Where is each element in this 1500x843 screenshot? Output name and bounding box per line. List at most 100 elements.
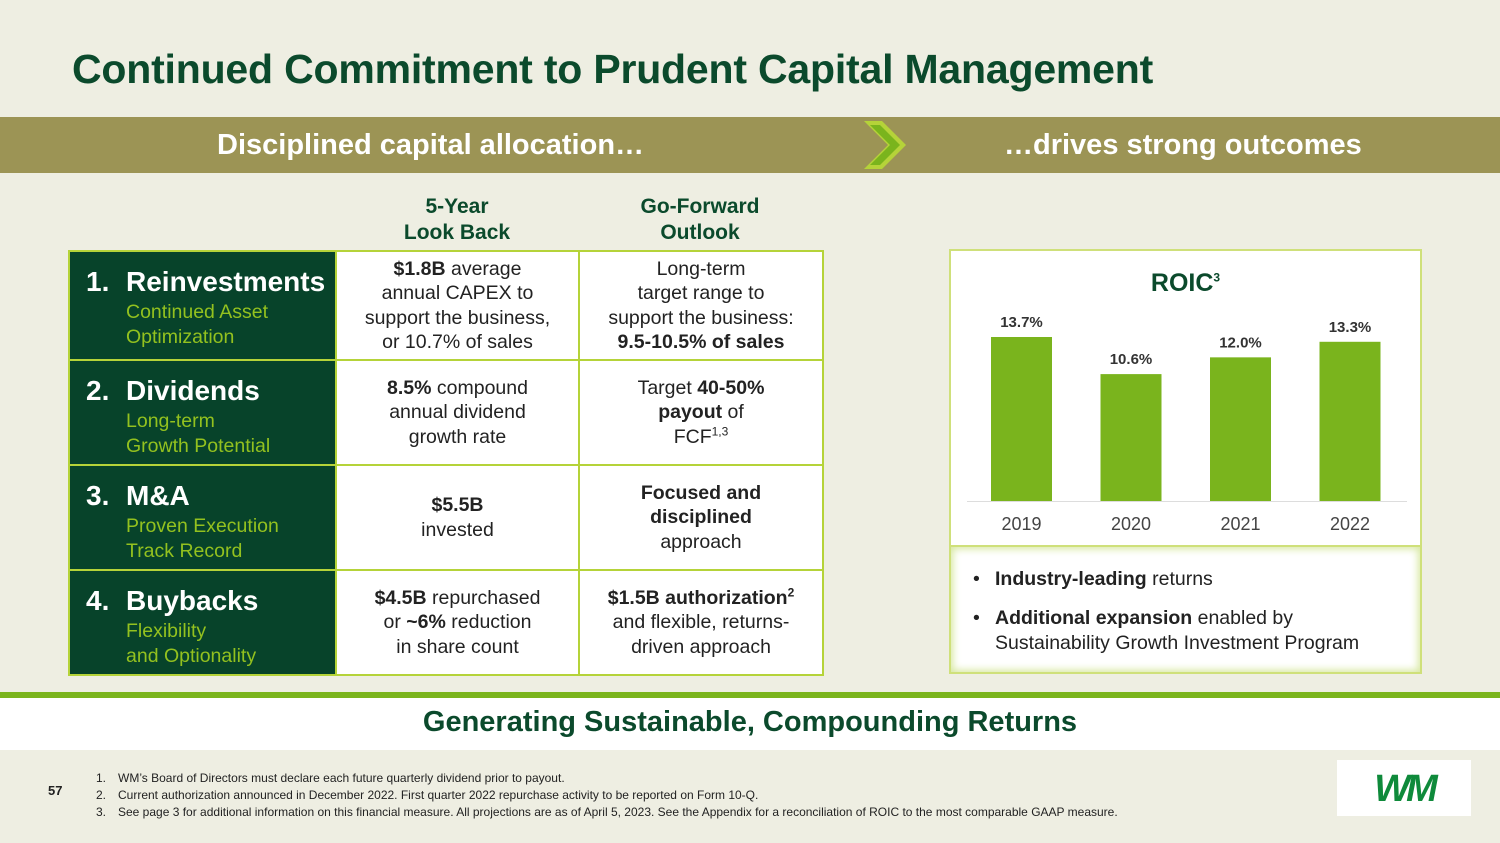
row-header: 4. Buybacks Flexibility and Optionality (68, 569, 337, 676)
rich-text-run: $1.8B (393, 257, 446, 280)
bar-2022 (1319, 341, 1381, 501)
rich-text-run: repurchased or (383, 586, 541, 634)
rich-text-run: Long-term target range to support the bu… (608, 257, 794, 329)
cell-text: $1.8B average annual CAPEX to support th… (345, 257, 570, 355)
cell-lookback: $4.5B repurchased or ~6% reduction in sh… (335, 569, 580, 676)
footnote-number: 3. (96, 805, 107, 819)
cell-text: Long-term target range to support the bu… (588, 257, 814, 355)
data-label: 12.0% (1219, 334, 1262, 351)
rich-text-run: average annual CAPEX to support the busi… (364, 257, 551, 354)
rich-text-run: 2 (787, 585, 795, 600)
row-title: M&A (126, 480, 190, 511)
row-title: Buybacks (126, 585, 259, 616)
bar-2020 (1100, 374, 1162, 501)
cell-text: Focused and disciplined approach (588, 481, 814, 555)
rich-text-run: approach (660, 530, 742, 553)
rich-text-run: $5.5B (431, 494, 484, 516)
row-header: 3. M&A Proven Execution Track Record (68, 464, 337, 571)
footnote-text: Current authorization announced in Decem… (118, 788, 759, 802)
footnote-text: See page 3 for additional information on… (118, 805, 1118, 819)
table-row: 3. M&A Proven Execution Track Record $5.5B … (68, 464, 824, 571)
bullet-dot: • (973, 607, 980, 629)
footnote: 1. WM’s Board of Directors must declare e… (96, 770, 1118, 787)
footnotes: 1. WM’s Board of Directors must declare e… (96, 770, 1118, 821)
band-right-label: …drives strong outcomes (1004, 129, 1362, 161)
row-title: Dividends (126, 375, 260, 406)
table-row: 1. Reinvestments Continued Asset Optimizat… (68, 250, 824, 361)
page-title: Continued Commitment to Prudent Capital … (72, 46, 1154, 92)
row-number: 1. (86, 266, 110, 297)
footnote-number: 2. (96, 788, 107, 802)
data-label: 13.7% (1000, 314, 1043, 331)
rich-text-run: compound annual dividend growth rate (389, 376, 528, 448)
row-header: 1. Reinvestments Continued Asset Optimizat… (68, 250, 337, 361)
roic-chart-panel: ROIC3 13.7% 2019 10.6% 2020 12.0% 2021 13.3% 20… (949, 249, 1422, 674)
cell-text: $1.5B authorization2 and flexible, retur… (588, 586, 814, 660)
x-tick-label: 2021 (1220, 514, 1260, 534)
rich-text-run: and flexible, returns- driven approach (612, 611, 790, 658)
bullet-dot: • (973, 568, 980, 590)
rich-text-run: invested (421, 518, 494, 541)
footer-band (0, 698, 1500, 750)
bullet-item: • Additional expansion enabled by Sustain… (973, 606, 1359, 655)
column-header-lookback: 5-Year Look Back (403, 195, 511, 244)
data-label: 10.6% (1110, 351, 1153, 368)
x-tick-label: 2019 (1001, 514, 1041, 534)
cell-lookback: 8.5% compound annual dividend growth rat… (335, 359, 580, 466)
footnote-text: WM’s Board of Directors must declare eac… (118, 771, 565, 785)
rich-text-run: enabled by Sustainability Growth Investm… (995, 607, 1360, 654)
rich-text-run: returns (1146, 568, 1213, 590)
chevron-right-icon (864, 121, 906, 169)
rich-text-run: of FCF (673, 401, 744, 448)
chart-title: ROIC3 (1150, 269, 1221, 297)
table-row: 4. Buybacks Flexibility and Optionality $4.… (68, 569, 824, 676)
x-tick-label: 2022 (1330, 514, 1370, 534)
rich-text-run: Focused and disciplined (640, 481, 762, 529)
footer-title: Generating Sustainable, Compounding Retu… (422, 706, 1078, 738)
bullet-item: • Industry-leading returns (973, 567, 1213, 592)
page-number: 57 (48, 783, 63, 798)
rich-text-run: Additional expansion (995, 607, 1193, 629)
rich-text-run: $4.5B (374, 586, 427, 609)
rich-text-run: 8.5% (387, 376, 432, 399)
band-left-label: Disciplined capital allocation… (217, 129, 645, 161)
rich-text-run: Target (637, 376, 698, 399)
row-subtitle: Long-term Growth Potential (126, 410, 271, 457)
cell-text: $5.5B invested (345, 493, 570, 542)
cell-outlook: Focused and disciplined approach (578, 464, 824, 571)
bullet-text: Additional expansion enabled by Sustaina… (995, 606, 1359, 655)
footnote-number: 1. (96, 771, 107, 785)
cell-outlook: Target 40-50% payout of FCF1,3 (578, 359, 824, 466)
row-number: 4. (86, 585, 110, 616)
footnote: 3. See page 3 for additional information … (96, 804, 1118, 821)
cell-text: Target 40-50% payout of FCF1,3 (588, 376, 814, 450)
cell-text: $4.5B repurchased or ~6% reduction in sh… (345, 586, 570, 660)
capital-allocation-table: 1. Reinvestments Continued Asset Optimizat… (68, 250, 824, 676)
section-band: Disciplined capital allocation… …drives … (0, 117, 1500, 173)
bar-2019 (991, 337, 1052, 501)
cell-lookback: $1.8B average annual CAPEX to support th… (335, 250, 580, 361)
cell-outlook: Long-term target range to support the bu… (578, 250, 824, 361)
cell-outlook: $1.5B authorization2 and flexible, retur… (578, 569, 824, 676)
table-row: 2. Dividends Long-term Growth Potential 8.5… (68, 359, 824, 466)
row-subtitle: Proven Execution Track Record (126, 515, 279, 562)
outcome-bullets: • Industry-leading returns • Additional exp… (951, 545, 1420, 672)
row-number: 2. (86, 375, 110, 406)
roic-chart: 13.7% 2019 10.6% 2020 12.0% 2021 13.3% 2022 (967, 314, 1407, 534)
rich-text-run: reduction in share count (396, 611, 532, 658)
row-subtitle: Continued Asset Optimization (126, 301, 269, 348)
row-number: 3. (86, 480, 110, 511)
wm-logo: WM (1337, 760, 1471, 816)
rich-text-run: ~6% (406, 611, 446, 634)
row-header: 2. Dividends Long-term Growth Potential (68, 359, 337, 466)
data-label: 13.3% (1329, 319, 1372, 336)
rich-text-run: 1,3 (711, 424, 729, 439)
bullet-text: Industry-leading returns (995, 567, 1213, 592)
rich-text-run: Industry-leading (995, 568, 1147, 590)
rich-text-run: 9.5-10.5% of sales (617, 331, 785, 353)
x-tick-label: 2020 (1111, 514, 1151, 534)
row-title: Reinvestments (126, 266, 326, 297)
cell-lookback: $5.5B invested (335, 464, 580, 571)
divider (0, 692, 1500, 698)
row-subtitle: Flexibility and Optionality (126, 620, 257, 667)
